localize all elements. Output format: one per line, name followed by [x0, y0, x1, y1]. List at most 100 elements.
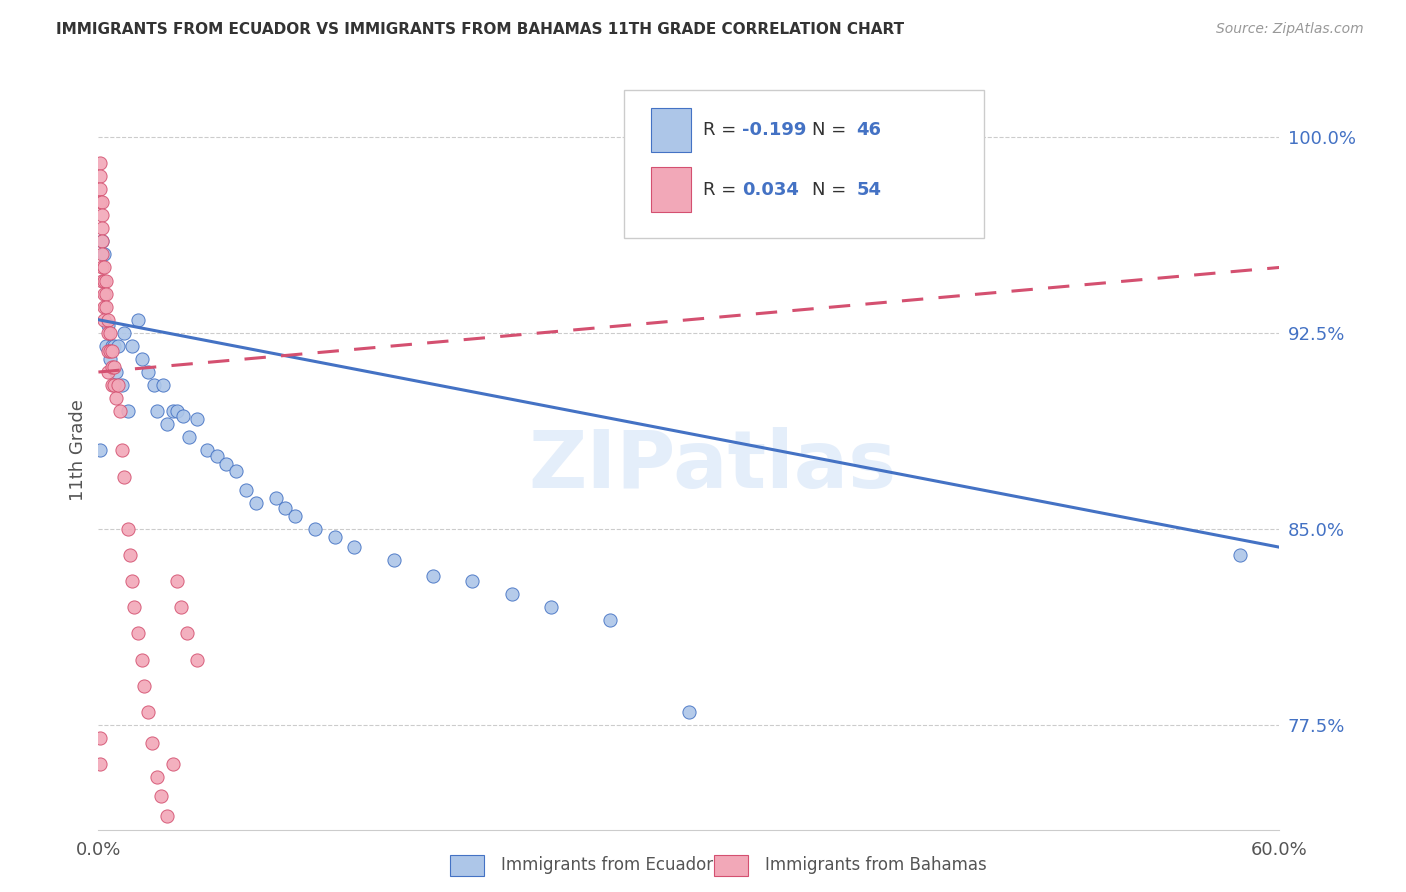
- Point: [98, 351, 121, 366]
- Point: [172, 409, 194, 424]
- Point: [136, 705, 159, 719]
- Point: [422, 569, 444, 583]
- Point: [205, 449, 228, 463]
- Point: [91, 221, 114, 235]
- Text: -0.199: -0.199: [742, 121, 807, 139]
- Point: [105, 365, 128, 379]
- Point: [96, 339, 118, 353]
- FancyBboxPatch shape: [624, 90, 984, 238]
- Point: [96, 286, 118, 301]
- Point: [91, 195, 114, 210]
- Point: [98, 344, 121, 359]
- Point: [245, 496, 267, 510]
- Bar: [714, 855, 748, 876]
- Point: [93, 300, 115, 314]
- Point: [599, 614, 621, 628]
- Point: [461, 574, 484, 589]
- Point: [103, 359, 125, 374]
- Point: [186, 652, 208, 666]
- Point: [146, 404, 169, 418]
- Point: [89, 195, 111, 210]
- Point: [382, 553, 405, 567]
- Point: [150, 789, 173, 803]
- Point: [186, 412, 208, 426]
- Point: [93, 260, 115, 275]
- Point: [121, 339, 143, 353]
- Point: [101, 378, 124, 392]
- Point: [131, 652, 153, 666]
- Point: [93, 312, 115, 326]
- Point: [89, 182, 111, 196]
- Point: [142, 378, 165, 392]
- Point: [136, 365, 159, 379]
- FancyBboxPatch shape: [651, 108, 692, 153]
- Point: [91, 260, 114, 275]
- Point: [264, 491, 287, 505]
- Point: [103, 339, 125, 353]
- Text: Immigrants from Bahamas: Immigrants from Bahamas: [765, 856, 987, 874]
- Point: [274, 500, 297, 515]
- Point: [127, 626, 149, 640]
- Point: [176, 626, 198, 640]
- Point: [117, 404, 139, 418]
- Text: 0.034: 0.034: [742, 181, 799, 199]
- Point: [101, 344, 124, 359]
- Point: [91, 208, 114, 222]
- Point: [93, 273, 115, 287]
- Point: [108, 404, 131, 418]
- FancyBboxPatch shape: [651, 168, 692, 212]
- Point: [98, 326, 121, 340]
- Point: [111, 443, 134, 458]
- Point: [1229, 548, 1251, 562]
- Point: [103, 378, 125, 392]
- Point: [112, 326, 135, 340]
- Point: [93, 247, 115, 261]
- Y-axis label: 11th Grade: 11th Grade: [69, 400, 87, 501]
- Point: [97, 365, 120, 379]
- Point: [105, 391, 128, 405]
- Text: 46: 46: [856, 121, 882, 139]
- Point: [146, 770, 169, 784]
- Point: [118, 548, 141, 562]
- Point: [107, 378, 129, 392]
- Point: [127, 312, 149, 326]
- Point: [141, 736, 163, 750]
- Point: [343, 540, 366, 554]
- Point: [166, 574, 188, 589]
- Point: [152, 378, 174, 392]
- Text: N =: N =: [811, 181, 852, 199]
- Point: [156, 809, 179, 823]
- Text: Immigrants from Ecuador: Immigrants from Ecuador: [501, 856, 713, 874]
- Point: [225, 464, 247, 478]
- Point: [101, 359, 124, 374]
- Point: [96, 273, 118, 287]
- Point: [97, 318, 120, 332]
- Point: [89, 169, 111, 183]
- Point: [162, 757, 184, 772]
- Point: [215, 457, 238, 471]
- Point: [96, 300, 118, 314]
- Point: [89, 443, 111, 458]
- Text: N =: N =: [811, 121, 852, 139]
- Point: [91, 273, 114, 287]
- Point: [323, 530, 346, 544]
- Point: [121, 574, 143, 589]
- Point: [284, 508, 307, 523]
- Point: [89, 731, 111, 745]
- Point: [97, 344, 120, 359]
- Point: [166, 404, 188, 418]
- Point: [235, 483, 257, 497]
- Point: [97, 312, 120, 326]
- Point: [195, 443, 218, 458]
- Text: R =: R =: [703, 121, 742, 139]
- Point: [101, 339, 124, 353]
- Point: [122, 600, 145, 615]
- Text: ZIPatlas: ZIPatlas: [529, 426, 897, 505]
- Text: R =: R =: [703, 181, 742, 199]
- Point: [156, 417, 179, 432]
- Point: [107, 339, 129, 353]
- Point: [162, 404, 184, 418]
- Point: [112, 469, 135, 483]
- Point: [93, 286, 115, 301]
- Point: [131, 351, 153, 366]
